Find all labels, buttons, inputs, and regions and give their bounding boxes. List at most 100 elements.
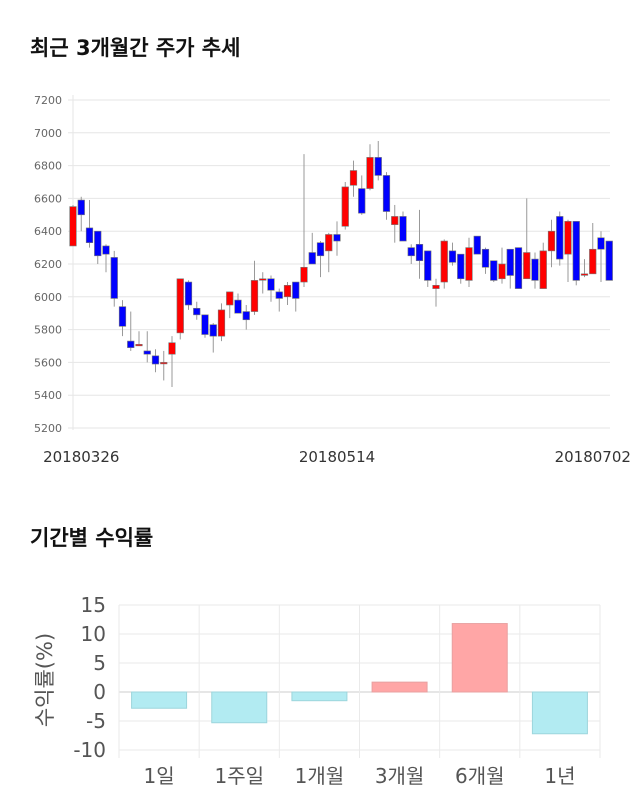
candle-up <box>366 157 374 189</box>
x-tick-label: 3개월 <box>375 764 425 788</box>
y-tick-label: 5800 <box>34 324 62 337</box>
candle-down <box>110 257 118 299</box>
period-returns-title: 기간별 수익률 <box>30 526 154 550</box>
y-tick-label: 5600 <box>34 356 62 369</box>
candle-down <box>448 250 457 263</box>
candle-up <box>259 278 267 281</box>
candle-up <box>349 170 358 186</box>
candle-up <box>547 230 556 252</box>
candle-up <box>226 291 234 306</box>
y-tick-label: 7200 <box>34 94 62 107</box>
candle-up <box>325 234 333 252</box>
candle-down <box>473 235 481 255</box>
y-tick-label: 6400 <box>34 225 62 238</box>
candle-down <box>85 227 94 243</box>
y-tick-label: 5200 <box>34 422 62 435</box>
return-bar <box>211 691 268 724</box>
candle-up <box>69 206 77 247</box>
candle-down <box>267 278 275 291</box>
candle-down <box>143 350 151 355</box>
candle-up <box>465 247 473 281</box>
candle-down <box>151 355 160 365</box>
candle-down <box>506 248 514 276</box>
candle-down <box>407 247 415 257</box>
candle-down <box>193 307 201 316</box>
candle-down <box>118 306 127 327</box>
candle-down <box>308 252 316 265</box>
return-bar <box>291 691 348 702</box>
candle-down <box>275 291 283 299</box>
candle-down <box>333 234 341 242</box>
y-tick-label: 7000 <box>34 127 62 140</box>
return-bar <box>371 681 428 693</box>
candle-up <box>168 342 176 355</box>
candle-down <box>184 281 193 306</box>
candle-up <box>283 285 292 298</box>
candle-up <box>580 273 589 276</box>
x-tick-label: 20180702 <box>555 448 631 466</box>
return-bar <box>531 691 588 735</box>
y-tick-label: -5 <box>86 709 106 733</box>
candle-down <box>77 199 85 216</box>
y-tick-label: 10 <box>81 622 106 646</box>
y-tick-label: -10 <box>73 738 106 762</box>
candle-down <box>374 157 382 176</box>
y-tick-label: 6000 <box>34 291 62 304</box>
candle-up <box>564 221 572 255</box>
candle-up <box>300 266 308 283</box>
candle-down <box>316 242 325 257</box>
candle-down <box>382 175 391 212</box>
candle-down <box>481 248 490 268</box>
candle-down <box>201 314 209 335</box>
candle-up <box>432 285 440 289</box>
candle-up <box>391 216 399 225</box>
candle-down <box>234 299 242 314</box>
price-trend-title: 최근 3개월간 주가 추세 <box>30 36 241 60</box>
x-tick-label: 20180514 <box>299 448 375 466</box>
candle-down <box>209 324 217 337</box>
candle-down <box>597 237 605 250</box>
x-tick-label: 1주일 <box>214 764 264 788</box>
candle-down <box>242 311 250 321</box>
candle-down <box>457 253 465 280</box>
y-tick-label: 5400 <box>34 389 62 402</box>
candle-down <box>490 260 498 281</box>
y-tick-label: 6600 <box>34 192 62 205</box>
candlestick-chart: 5200 5400 5600 5800 6000 6200 6400 6600 6800 7000… <box>34 94 631 466</box>
candle-up <box>250 280 259 312</box>
x-tick-label: 6개월 <box>455 764 505 788</box>
candle-up <box>135 344 143 347</box>
candle-up <box>498 263 506 280</box>
y-axis-label: 수익률(%) <box>33 633 57 727</box>
y-tick-label: 0 <box>93 680 106 704</box>
candle-up <box>589 248 597 275</box>
candle-down <box>556 216 564 260</box>
candle-up <box>160 362 168 365</box>
x-tick-label: 1개월 <box>295 764 345 788</box>
x-tick-label: 1일 <box>144 764 175 788</box>
y-tick-label: 5 <box>93 651 106 675</box>
candle-down <box>415 244 424 262</box>
candle-up <box>440 240 448 283</box>
candle-down <box>102 245 110 255</box>
x-tick-label: 1년 <box>544 764 575 788</box>
candle-down <box>358 188 366 214</box>
candle-up <box>539 250 547 289</box>
candle-down <box>127 340 135 348</box>
candle-down <box>94 230 102 257</box>
candle-down <box>531 258 539 281</box>
candle-down <box>424 250 432 281</box>
x-tick-label: 20180326 <box>43 448 119 466</box>
candle-down <box>605 240 613 281</box>
candle-up <box>341 186 349 227</box>
y-tick-label: 15 <box>81 593 106 617</box>
candle-up <box>523 252 531 280</box>
candle-down <box>292 281 300 299</box>
candle-down <box>572 221 580 281</box>
candle-down <box>399 216 407 242</box>
y-tick-label: 6200 <box>34 258 62 271</box>
candle-up <box>217 309 226 337</box>
candle-up <box>176 278 184 334</box>
return-bar <box>131 691 188 709</box>
